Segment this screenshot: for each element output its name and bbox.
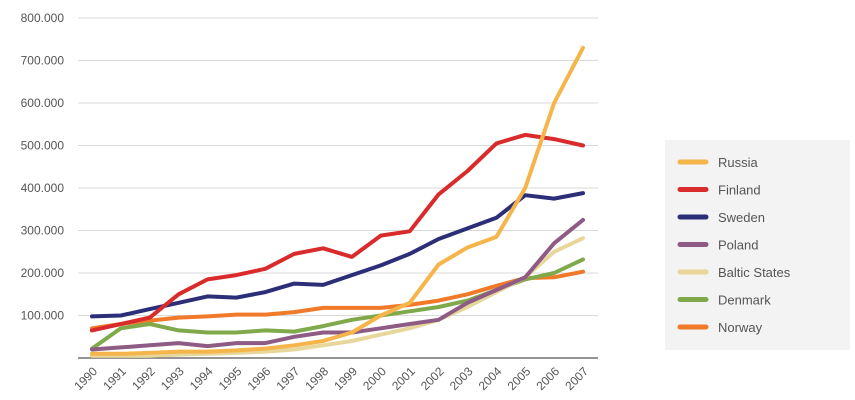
y-tick-label: 500.000: [21, 139, 65, 153]
x-tick-label: 1993: [158, 364, 187, 393]
series-line-finland: [90, 132, 585, 333]
x-tick-label: 2001: [389, 364, 418, 393]
x-tick-label: 1991: [100, 364, 129, 393]
legend-label: Baltic States: [718, 265, 791, 280]
x-tick-label: 2004: [476, 364, 505, 393]
series-line-sweden: [90, 191, 585, 319]
x-tick-label: 2003: [447, 364, 476, 393]
x-tick-label: 2006: [533, 364, 562, 393]
y-tick-label: 200.000: [21, 266, 65, 280]
series-lines: [90, 45, 585, 358]
legend-label: Denmark: [718, 293, 771, 308]
y-tick-label: 600.000: [21, 96, 65, 110]
y-tick-label: 700.000: [21, 54, 65, 68]
series-line-poland: [90, 217, 585, 352]
x-tick-label: 2005: [505, 364, 534, 393]
x-tick-label: 1995: [216, 364, 245, 393]
x-tick-label: 1992: [129, 364, 158, 393]
x-tick-label: 1990: [71, 364, 100, 393]
y-tick-label: 300.000: [21, 224, 65, 238]
x-tick-label: 1996: [245, 364, 274, 393]
legend-label: Russia: [718, 155, 759, 170]
series-line-russia: [90, 45, 585, 356]
y-axis-ticks: 100.000 200.000 300.000 400.000 500.000 600.0…: [21, 11, 65, 323]
gridlines: [78, 17, 598, 316]
x-tick-label: 1997: [274, 364, 303, 393]
legend-label: Poland: [718, 238, 758, 253]
x-tick-label: 1994: [187, 364, 216, 393]
x-tick-label: 2007: [562, 364, 591, 393]
y-tick-label: 100.000: [21, 309, 65, 323]
legend-label: Norway: [718, 320, 763, 335]
legend: Russia Finland Sweden Poland Baltic States De…: [665, 140, 850, 350]
x-axis-ticks: 1990 1991 1992 1993 1994 1995 1996 1997 1998 1999…: [71, 364, 591, 393]
y-tick-label: 800.000: [21, 11, 65, 25]
y-tick-label: 400.000: [21, 181, 65, 195]
x-tick-label: 2002: [418, 364, 447, 393]
x-tick-label: 2000: [360, 364, 389, 393]
series-line-norway: [90, 269, 585, 331]
x-tick-label: 1998: [302, 364, 331, 393]
legend-label: Finland: [718, 183, 761, 198]
legend-label: Sweden: [718, 210, 765, 225]
x-tick-label: 1999: [331, 364, 360, 393]
